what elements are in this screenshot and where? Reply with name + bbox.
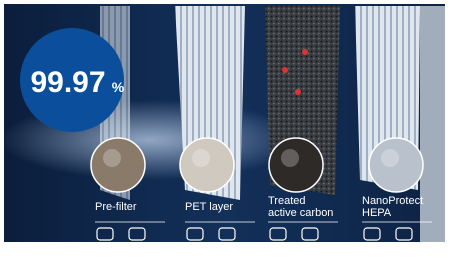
badge-unit: % <box>112 79 125 95</box>
layer-label: Pre-filter <box>95 201 137 213</box>
detail-highlight <box>192 149 210 167</box>
layer-label: PET layer <box>185 201 233 213</box>
layer-label: NanoProtect <box>362 195 423 207</box>
detail-circle <box>180 138 234 192</box>
particle <box>295 89 301 95</box>
detail-circle <box>369 138 423 192</box>
product-image: 99.97 % Pre-filter PET layer Treatedactive… <box>0 0 450 258</box>
layer-label: Treated <box>268 195 306 207</box>
particle <box>302 49 308 55</box>
layer-label: active carbon <box>268 207 333 219</box>
detail-circle <box>91 138 145 192</box>
detail-highlight <box>103 149 121 167</box>
badge-number: 99.97 <box>30 66 105 99</box>
detail-circle <box>269 138 323 192</box>
layer-label: HEPA <box>362 207 392 219</box>
detail-highlight <box>381 149 399 167</box>
purifier-edge <box>420 6 445 242</box>
detail-highlight <box>281 149 299 167</box>
particle <box>282 67 288 73</box>
